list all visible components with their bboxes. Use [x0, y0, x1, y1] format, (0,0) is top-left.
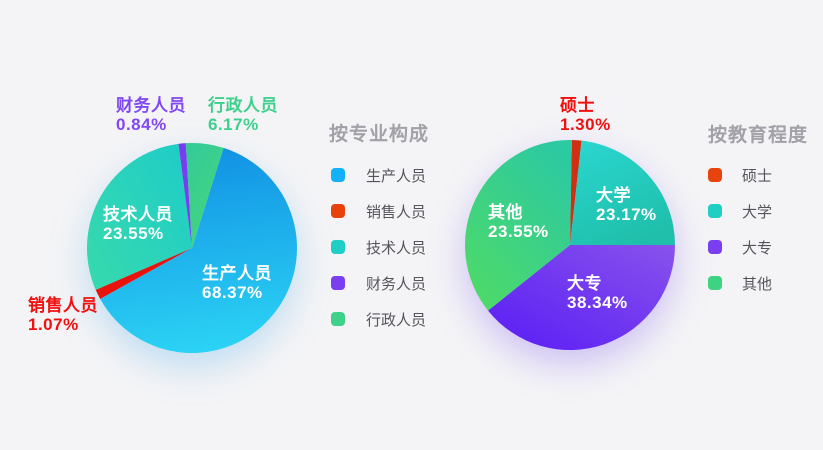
slice-label-university: 大学 23.17% [596, 186, 657, 224]
legend-swatch-college [708, 240, 722, 254]
legend-swatch-master [708, 168, 722, 182]
slice-label-other: 其他 23.55% [488, 203, 549, 241]
pie-slice-university[interactable] [570, 140, 675, 245]
slice-label-production: 生产人员 68.37% [202, 264, 272, 302]
legend-item-sales[interactable]: 销售人员 [331, 204, 426, 221]
slice-label-value: 6.17% [208, 115, 259, 134]
legend-label-admin: 行政人员 [366, 311, 427, 329]
pie-slice-college[interactable] [488, 245, 675, 351]
legend-swatch-production [331, 168, 345, 182]
slice-label-sales: 销售人员 1.07% [28, 296, 98, 334]
legend-label-college: 大专 [742, 239, 773, 257]
legend-item-technical[interactable]: 技术人员 [331, 240, 426, 257]
pie-slice-technical[interactable] [86, 143, 192, 290]
legend-item-finance[interactable]: 财务人员 [331, 276, 426, 293]
slice-label-name: 销售人员 [28, 296, 98, 315]
slice-label-value: 23.55% [488, 222, 549, 241]
slice-label-name: 大专 [567, 274, 602, 293]
legend-label-production: 生产人员 [366, 167, 427, 185]
legend-item-university[interactable]: 大学 [708, 204, 772, 221]
pie-slice-admin[interactable] [185, 142, 224, 248]
pie-slice-finance[interactable] [178, 143, 192, 248]
legend-label-master: 硕士 [742, 167, 773, 185]
slice-label-name: 大学 [596, 186, 631, 205]
legend-item-admin[interactable]: 行政人员 [331, 312, 426, 329]
slice-label-admin: 行政人员 6.17% [208, 96, 278, 134]
slice-label-college: 大专 38.34% [567, 274, 628, 312]
slice-label-name: 财务人员 [116, 96, 186, 115]
slice-label-name: 其他 [488, 203, 523, 222]
legend-label-finance: 财务人员 [366, 275, 427, 293]
pie-slice-sales[interactable] [95, 248, 192, 299]
slice-label-name: 技术人员 [103, 205, 173, 224]
slice-label-value: 0.84% [116, 115, 167, 134]
legend-item-other[interactable]: 其他 [708, 276, 772, 293]
slice-label-finance: 财务人员 0.84% [116, 96, 186, 134]
legend-swatch-finance [331, 276, 345, 290]
pie-profession [86, 142, 297, 353]
slice-label-value: 38.34% [567, 293, 628, 312]
legend-item-production[interactable]: 生产人员 [331, 168, 426, 185]
pie-slice-other[interactable] [464, 140, 572, 311]
legend-item-master[interactable]: 硕士 [708, 168, 772, 185]
legend-swatch-sales [331, 204, 345, 218]
chart-title-profession: 按专业构成 [329, 124, 430, 145]
legend-swatch-technical [331, 240, 345, 254]
pie-education [464, 140, 675, 351]
pie-slice-master[interactable] [570, 140, 582, 245]
slice-label-name: 生产人员 [202, 264, 272, 283]
legend-swatch-university [708, 204, 722, 218]
legend-label-sales: 销售人员 [366, 203, 427, 221]
legend-label-university: 大学 [742, 203, 773, 221]
slice-label-name: 硕士 [560, 96, 595, 115]
slice-label-value: 23.55% [103, 224, 164, 243]
legend-item-college[interactable]: 大专 [708, 240, 772, 257]
slice-label-technical: 技术人员 23.55% [103, 205, 173, 243]
slice-label-name: 行政人员 [208, 96, 278, 115]
legend-label-technical: 技术人员 [366, 239, 427, 257]
chart-title-education: 按教育程度 [708, 125, 809, 146]
slice-label-value: 23.17% [596, 205, 657, 224]
legend-label-other: 其他 [742, 275, 773, 293]
slice-label-master: 硕士 1.30% [560, 96, 611, 134]
pie-slice-production[interactable] [100, 147, 297, 353]
legend-swatch-admin [331, 312, 345, 326]
slice-label-value: 68.37% [202, 283, 263, 302]
slice-label-value: 1.30% [560, 115, 611, 134]
slice-label-value: 1.07% [28, 315, 79, 334]
legend-swatch-other [708, 276, 722, 290]
